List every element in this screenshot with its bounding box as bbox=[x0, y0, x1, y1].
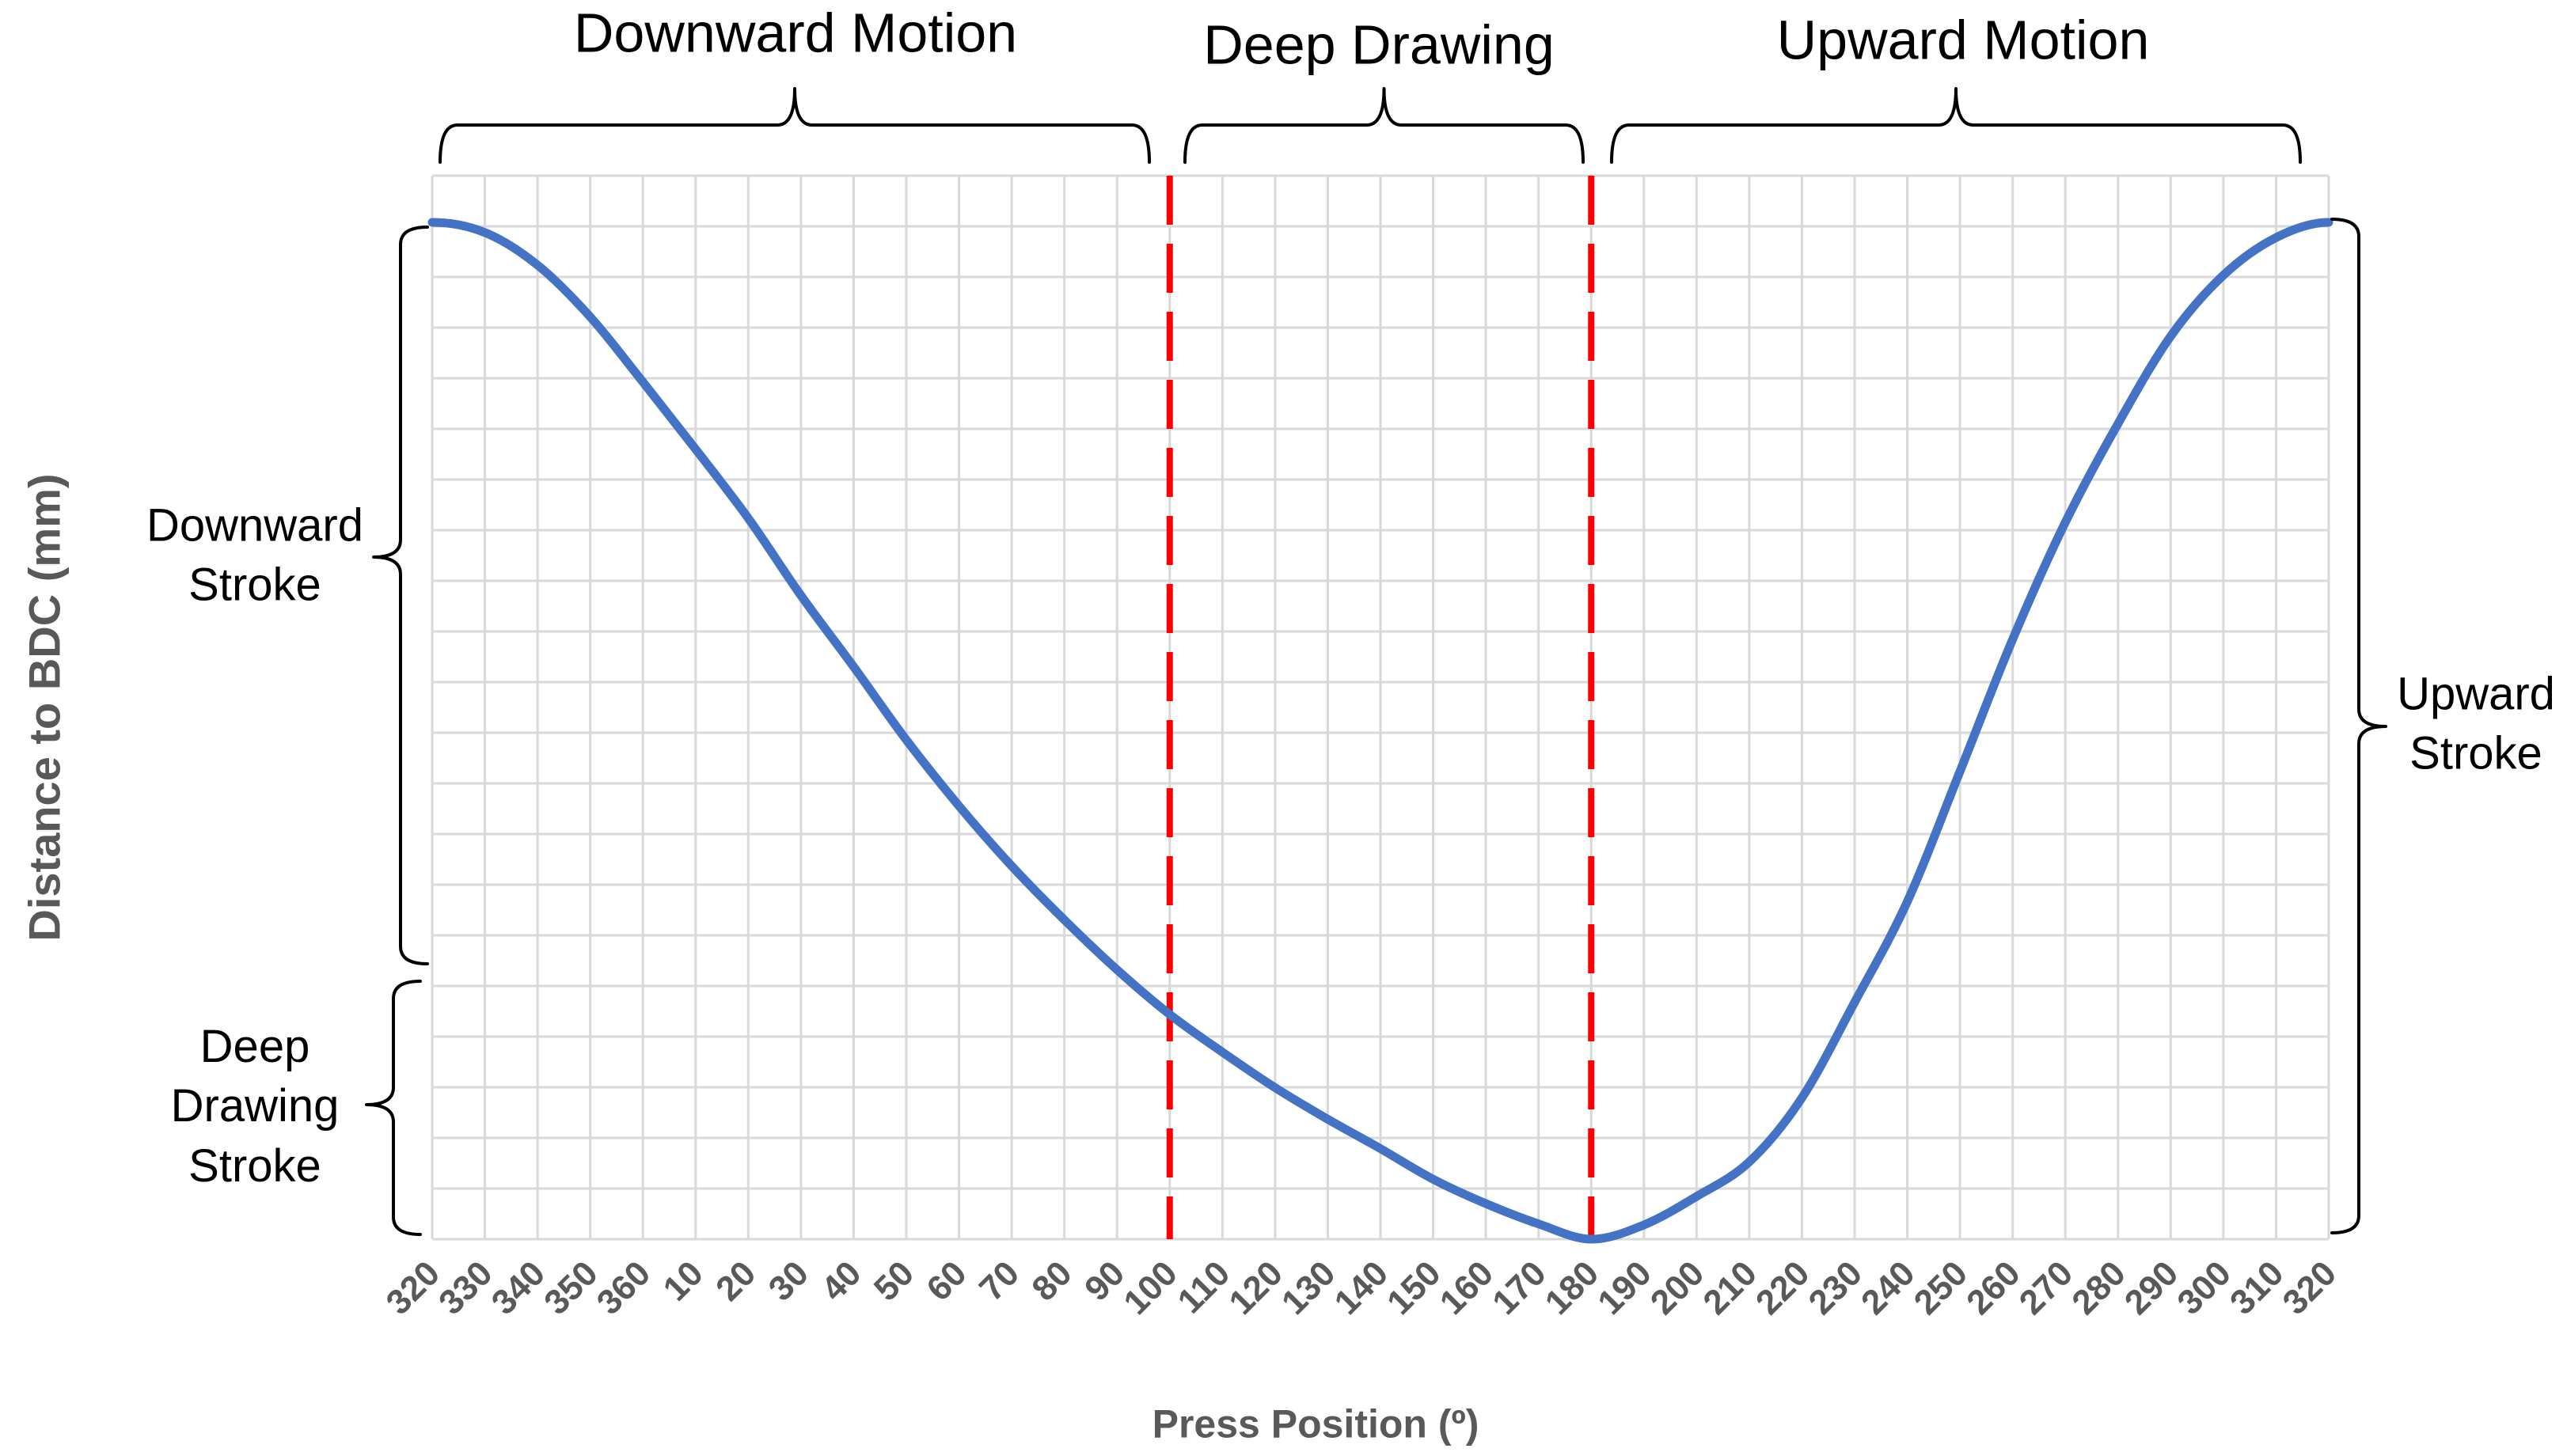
upward-motion-brace bbox=[1610, 87, 2302, 164]
downward-motion-brace bbox=[439, 87, 1151, 164]
deep-drawing-brace bbox=[1183, 87, 1585, 164]
x-tick-label: 10 bbox=[656, 1253, 711, 1308]
x-tick-label: 200 bbox=[1643, 1253, 1712, 1322]
x-tick-label: 190 bbox=[1590, 1253, 1659, 1322]
x-tick-label: 250 bbox=[1907, 1253, 1976, 1322]
x-tick-label: 60 bbox=[919, 1253, 974, 1308]
x-tick-label: 50 bbox=[867, 1253, 921, 1308]
x-tick-label: 210 bbox=[1696, 1253, 1764, 1322]
x-tick-label: 110 bbox=[1171, 1253, 1238, 1321]
x-tick-label: 160 bbox=[1433, 1253, 1502, 1322]
x-tick-label: 260 bbox=[1959, 1253, 2028, 1322]
x-tick-label: 70 bbox=[972, 1253, 1027, 1308]
x-tick-label: 300 bbox=[2170, 1253, 2239, 1322]
x-tick-label: 20 bbox=[708, 1253, 763, 1308]
x-tick-label: 100 bbox=[1116, 1253, 1185, 1322]
annotation-upward-stroke: Upward Stroke bbox=[2397, 668, 2555, 779]
x-axis-tick-labels: 3203303403503601020304050607080901001101… bbox=[379, 1253, 2345, 1322]
x-tick-label: 120 bbox=[1221, 1253, 1290, 1322]
x-tick-label: 180 bbox=[1538, 1253, 1607, 1322]
annotation-deep-drawing-stroke: Deep Drawing Stroke bbox=[170, 1020, 340, 1192]
x-tick-label: 320 bbox=[379, 1253, 448, 1322]
x-tick-label: 360 bbox=[590, 1253, 659, 1322]
x-tick-label: 170 bbox=[1485, 1253, 1554, 1322]
gridlines bbox=[431, 174, 2330, 1241]
x-tick-label: 270 bbox=[2012, 1253, 2081, 1322]
x-tick-label: 40 bbox=[814, 1253, 868, 1308]
upward-stroke-brace bbox=[2330, 218, 2387, 1234]
x-tick-label: 220 bbox=[1749, 1253, 1817, 1322]
deep-drawing-boundary-lines bbox=[1166, 176, 1595, 1239]
x-tick-label: 310 bbox=[2223, 1253, 2292, 1322]
annotation-braces bbox=[365, 87, 2387, 1236]
region-label-deep-drawing: Deep Drawing bbox=[1203, 13, 1555, 76]
region-label-downward-motion: Downward Motion bbox=[573, 2, 1018, 64]
deep-drawing-stroke-brace bbox=[365, 980, 422, 1236]
x-tick-label: 230 bbox=[1802, 1253, 1870, 1322]
x-tick-label: 140 bbox=[1327, 1253, 1396, 1322]
x-tick-label: 280 bbox=[2064, 1253, 2133, 1322]
x-tick-label: 340 bbox=[484, 1253, 553, 1322]
annotation-downward-stroke: Downward Stroke bbox=[146, 499, 363, 611]
x-tick-label: 320 bbox=[2276, 1253, 2345, 1322]
x-tick-label: 30 bbox=[761, 1253, 816, 1308]
x-tick-label: 150 bbox=[1380, 1253, 1449, 1322]
region-label-upward-motion: Upward Motion bbox=[1776, 9, 2150, 71]
x-tick-label: 350 bbox=[537, 1253, 606, 1322]
x-axis-title: Press Position (º) bbox=[1152, 1401, 1479, 1447]
y-axis-title: Distance to BDC (mm) bbox=[19, 473, 70, 942]
downward-stroke-brace bbox=[372, 226, 429, 965]
motion-curve bbox=[427, 218, 2333, 1244]
x-tick-label: 130 bbox=[1274, 1253, 1343, 1322]
x-tick-label: 240 bbox=[1854, 1253, 1923, 1322]
x-tick-label: 80 bbox=[1024, 1253, 1079, 1308]
x-tick-label: 330 bbox=[431, 1253, 500, 1322]
x-tick-label: 290 bbox=[2117, 1253, 2186, 1322]
